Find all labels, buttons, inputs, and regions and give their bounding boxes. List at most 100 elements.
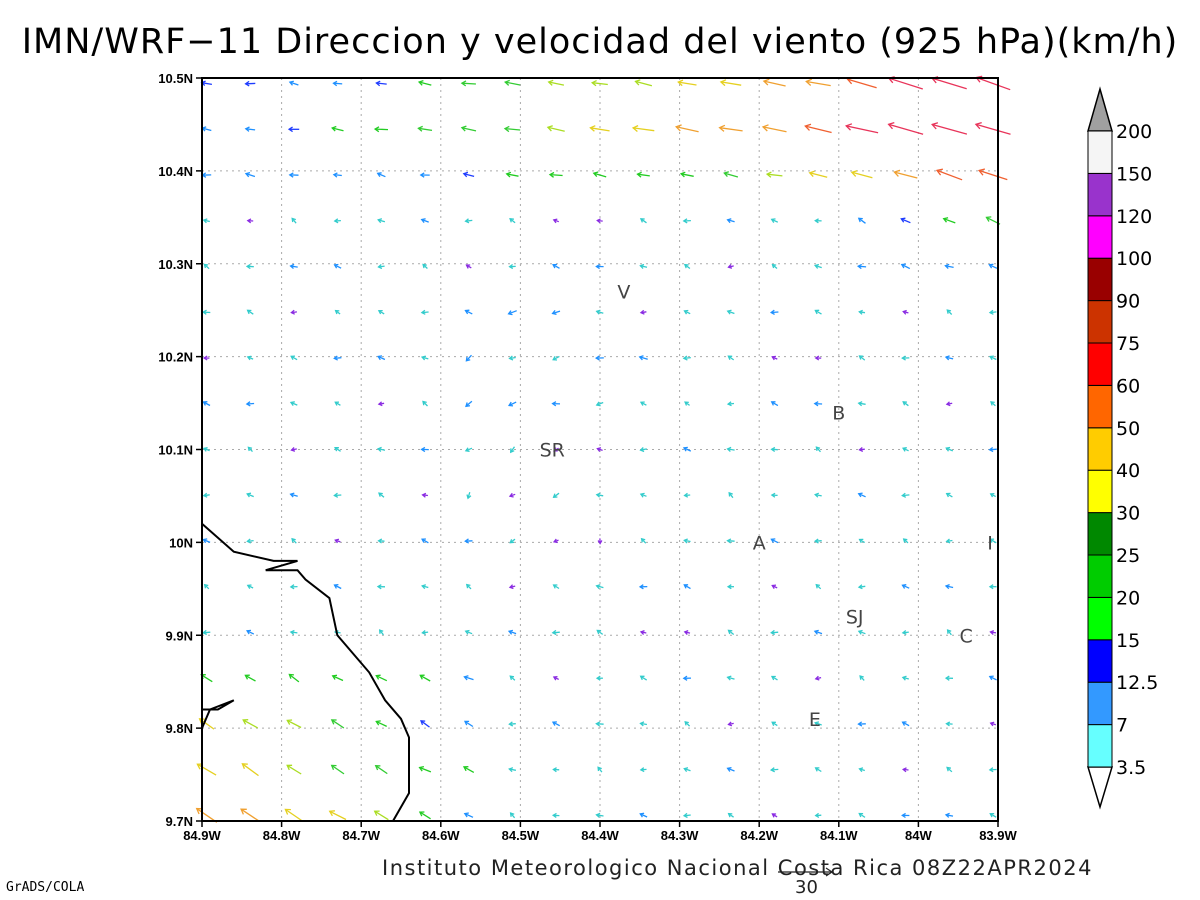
wind-vector bbox=[977, 168, 1008, 181]
wind-vector bbox=[727, 721, 734, 727]
wind-vector bbox=[420, 446, 429, 453]
wind-vector bbox=[244, 126, 256, 132]
wind-vector bbox=[942, 217, 956, 224]
wind-vector bbox=[808, 170, 828, 178]
wind-vector bbox=[814, 721, 822, 727]
wind-vector bbox=[989, 355, 997, 361]
wind-vector bbox=[683, 538, 691, 544]
coastline-line bbox=[201, 699, 235, 729]
wind-vector bbox=[858, 446, 865, 452]
wind-vector bbox=[421, 538, 429, 544]
wind-vector bbox=[946, 766, 953, 773]
wind-vector bbox=[246, 309, 254, 315]
wind-vector bbox=[247, 446, 253, 453]
wind-vector bbox=[856, 263, 867, 270]
wind-vector bbox=[508, 263, 516, 270]
x-tick-label: 84.3W bbox=[661, 828, 699, 843]
wind-vector bbox=[683, 492, 691, 498]
wind-vector bbox=[639, 309, 647, 315]
wind-vector bbox=[728, 491, 734, 499]
wind-vector bbox=[552, 538, 559, 544]
wind-vector bbox=[286, 719, 302, 729]
wind-vector bbox=[762, 78, 786, 87]
wind-vector bbox=[509, 538, 516, 544]
wind-vector bbox=[814, 263, 822, 269]
wind-vector bbox=[815, 583, 822, 590]
wind-vector bbox=[291, 217, 297, 224]
wind-vector bbox=[595, 263, 604, 270]
wind-vector bbox=[726, 218, 735, 224]
x-tick-label: 84.8W bbox=[263, 828, 301, 843]
wind-vector bbox=[200, 80, 213, 86]
wind-vector bbox=[727, 812, 734, 818]
wind-vector bbox=[332, 80, 343, 87]
wind-vector bbox=[858, 767, 865, 773]
wind-vector bbox=[901, 355, 910, 361]
wind-vector bbox=[684, 401, 690, 406]
wind-vector bbox=[723, 171, 739, 178]
wind-vector bbox=[419, 674, 431, 682]
wind-vector bbox=[814, 355, 822, 361]
wind-vector bbox=[902, 309, 909, 315]
wind-vector bbox=[988, 309, 997, 315]
wind-vector bbox=[551, 721, 561, 727]
wind-vector bbox=[727, 264, 734, 269]
x-tick-label: 84.5W bbox=[502, 828, 540, 843]
place-labels: V B SR A I SJ C E bbox=[540, 282, 993, 731]
wind-vector bbox=[377, 401, 385, 407]
colorbar-segment bbox=[1087, 681, 1113, 726]
wind-vector bbox=[946, 309, 953, 315]
wind-vector bbox=[374, 765, 388, 775]
wind-vector bbox=[288, 80, 299, 86]
colorbar-label: 3.5 bbox=[1116, 757, 1146, 779]
wind-vector bbox=[547, 79, 565, 86]
wind-vector bbox=[682, 218, 691, 224]
wind-vectors bbox=[195, 75, 1011, 823]
y-tick-label: 10.4N bbox=[158, 164, 193, 179]
wind-vector bbox=[901, 812, 910, 819]
wind-vector bbox=[858, 538, 866, 544]
wind-vector bbox=[596, 447, 603, 452]
wind-vector bbox=[770, 446, 778, 453]
colorbar-label: 15 bbox=[1116, 630, 1140, 652]
colorbar-segment bbox=[1087, 257, 1113, 302]
wind-vector bbox=[945, 446, 954, 452]
place-label: I bbox=[987, 532, 993, 554]
wind-vector bbox=[850, 170, 873, 179]
wind-vector bbox=[246, 538, 254, 544]
wind-vector bbox=[464, 218, 473, 224]
wind-vector bbox=[418, 811, 431, 820]
wind-vector bbox=[244, 80, 256, 87]
wind-vector bbox=[639, 629, 647, 635]
wind-vector bbox=[508, 355, 516, 361]
wind-vector bbox=[509, 446, 516, 454]
wind-vector bbox=[552, 218, 560, 224]
colorbar-high-triangle bbox=[1087, 86, 1113, 132]
colorbar-segment bbox=[1087, 172, 1113, 217]
wind-vector bbox=[378, 492, 385, 498]
wind-vector bbox=[902, 401, 909, 407]
place-label: V bbox=[617, 282, 630, 304]
wind-vector bbox=[931, 122, 968, 135]
wind-vector bbox=[289, 492, 298, 498]
wind-vector bbox=[509, 812, 516, 819]
wind-vector bbox=[333, 263, 342, 269]
colorbar-label: 150 bbox=[1116, 163, 1152, 185]
wind-vector bbox=[901, 584, 910, 589]
wind-vector bbox=[989, 721, 997, 727]
place-label: SJ bbox=[846, 607, 864, 629]
wind-vector bbox=[677, 79, 697, 87]
colorbar-segment bbox=[1087, 469, 1113, 514]
colorbar-legend: 3.5 7 12.5 15 20 25 30 40 50 60 75 90 100 120 150 200 bbox=[1086, 86, 1158, 810]
wind-vector bbox=[596, 629, 604, 635]
wind-vector bbox=[770, 218, 779, 223]
x-tick-label: 84.6W bbox=[422, 828, 460, 843]
colorbar-segment bbox=[1087, 596, 1113, 641]
x-tick-label: 84.2W bbox=[740, 828, 778, 843]
y-tick-label: 9.8N bbox=[166, 721, 193, 736]
wind-vector bbox=[203, 583, 210, 590]
wind-vector bbox=[770, 401, 779, 407]
wind-vector bbox=[548, 171, 563, 178]
wind-vector bbox=[245, 263, 254, 270]
